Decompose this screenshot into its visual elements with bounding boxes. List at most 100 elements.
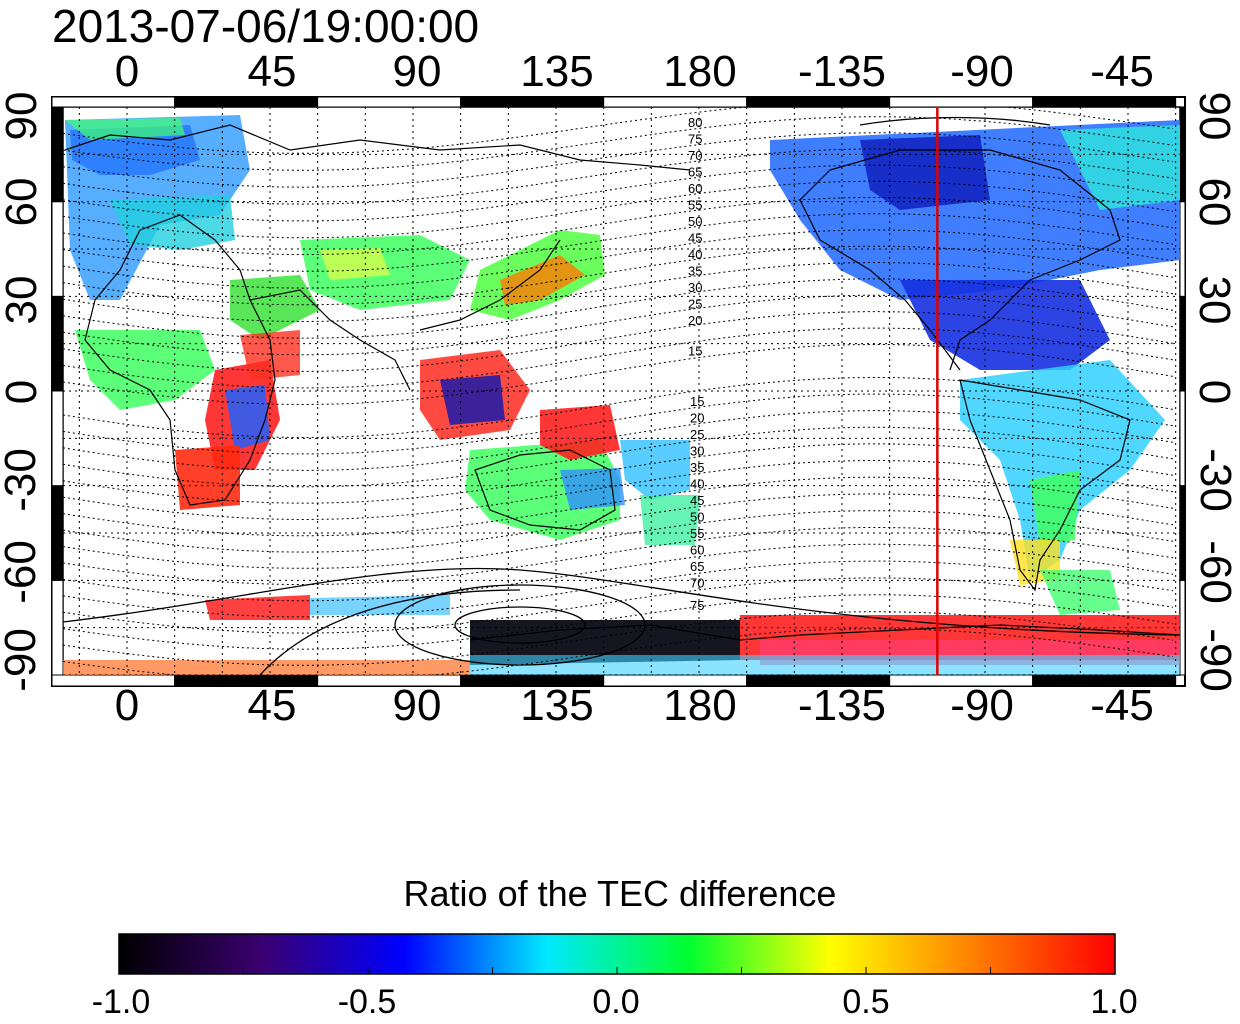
frame-band: [1179, 295, 1186, 392]
contour-label: 45: [690, 493, 704, 508]
frame-band: [460, 674, 605, 687]
frame-band: [889, 674, 1034, 687]
colorbar-label: 0.0: [592, 983, 640, 1021]
lon-tick-bottom: -90: [950, 681, 1014, 730]
frame-band: [51, 106, 64, 203]
colorbar-label: -0.5: [337, 983, 397, 1021]
frame-band: [889, 96, 1034, 108]
contour-label: 25: [690, 427, 704, 442]
frame-band: [174, 674, 319, 687]
frame-band: [51, 390, 64, 487]
contour-labels: 8075706560555045403530252015152025303540…: [688, 115, 704, 613]
magnetic-contour: [63, 294, 1174, 356]
contour-label: 60: [688, 181, 702, 196]
contour-label: 50: [690, 510, 704, 525]
contour-label: 35: [690, 460, 704, 475]
colorbar-label: 1.0: [1090, 983, 1138, 1021]
contour-label: 30: [688, 280, 702, 295]
lon-tick-top: 90: [392, 47, 442, 96]
frame-band: [1179, 106, 1186, 203]
frame-band: [1032, 674, 1177, 687]
magnetic-contour: [63, 116, 1174, 171]
magnetic-contour: [63, 132, 1174, 188]
lon-tick-top: -90: [950, 47, 1014, 96]
magnetic-contour: [63, 611, 1174, 666]
magnetic-contour: [63, 543, 1174, 602]
contour-label: 75: [688, 132, 702, 147]
frame-band: [174, 96, 319, 108]
contour-label: 55: [690, 526, 704, 541]
contour-label: 70: [690, 576, 704, 591]
contour-label: 20: [688, 313, 702, 328]
magnetic-contour: [63, 393, 1174, 455]
lon-tick-top: -135: [797, 47, 887, 96]
magnetic-contour: [63, 560, 1174, 618]
contour-label: 60: [690, 543, 704, 558]
contour-label: 20: [690, 411, 704, 426]
magnetic-contour: [63, 311, 1174, 372]
contour-label: 30: [690, 444, 704, 459]
magnetic-contour: [63, 443, 1174, 504]
lon-tick-top: 45: [247, 47, 297, 96]
frame-band: [603, 96, 748, 108]
contour-label: 40: [688, 247, 702, 262]
lon-tick-bottom: 45: [247, 681, 297, 730]
frame-band: [1179, 390, 1186, 487]
contour-label: 25: [688, 297, 702, 312]
magnetic-contour: [63, 594, 1174, 650]
frame-band: [51, 579, 64, 676]
lon-tick-bottom: -135: [797, 681, 887, 730]
map-title: 2013-07-06/19:00:00: [52, 0, 480, 52]
frame-band: [460, 96, 605, 108]
magnetic-contour: [63, 327, 1174, 389]
magnetic-contour: [63, 426, 1174, 488]
frame-band: [51, 485, 64, 581]
colorbar-label: 0.5: [842, 983, 890, 1021]
contour-label: 80: [688, 115, 702, 130]
tec-world-map: 8075706560555045403530252015152025303540…: [51, 96, 1186, 687]
lon-tick-bottom: 0: [114, 681, 140, 730]
contour-label: 15: [688, 344, 702, 359]
lon-tick-top: -45: [1090, 47, 1154, 96]
frame-band: [51, 96, 176, 108]
magnetic-contour: [63, 278, 1174, 339]
frame-band: [746, 96, 891, 108]
magnetic-contour: [63, 460, 1174, 521]
magnetic-contour: [63, 377, 1174, 439]
magnetic-contour: [63, 245, 1174, 306]
contour-label: 65: [688, 165, 702, 180]
frame-band: [746, 674, 891, 687]
contour-label: 35: [688, 264, 702, 279]
magnetic-contour: [63, 410, 1174, 471]
contour-label: 50: [688, 214, 702, 229]
frame-band: [603, 674, 748, 687]
frame-band: [317, 96, 462, 108]
magnetic-contour: [63, 180, 1174, 239]
lon-tick-top: 135: [520, 47, 594, 96]
lon-tick-top: 0: [114, 47, 140, 96]
lon-tick-bottom: 180: [663, 681, 737, 730]
contour-label: 45: [688, 231, 702, 246]
magnetic-contour: [63, 527, 1174, 585]
south-pole-contours: [63, 116, 1180, 675]
contour-label: 15: [690, 394, 704, 409]
frame-band: [1032, 96, 1177, 108]
frame-band: [1179, 201, 1186, 297]
contour-label: 65: [690, 559, 704, 574]
frame-band: [51, 674, 176, 687]
lon-tick-bottom: 135: [520, 681, 594, 730]
magnetic-contour: [63, 493, 1174, 553]
lon-tick-bottom: -45: [1090, 681, 1154, 730]
frame-band: [51, 295, 64, 392]
frame-band: [1179, 485, 1186, 581]
magnetic-latitude-contours: [63, 107, 1174, 675]
magnetic-contour: [63, 164, 1174, 222]
graticule: [63, 107, 1180, 675]
magnetic-contour: [63, 148, 1174, 205]
lon-tick-bottom: 90: [392, 681, 442, 730]
magnetic-contour: [63, 577, 1174, 634]
contour-label: 75: [690, 598, 704, 613]
frame-band: [51, 201, 64, 297]
magnetic-contour: [63, 107, 1174, 154]
contour-label: 40: [690, 477, 704, 492]
